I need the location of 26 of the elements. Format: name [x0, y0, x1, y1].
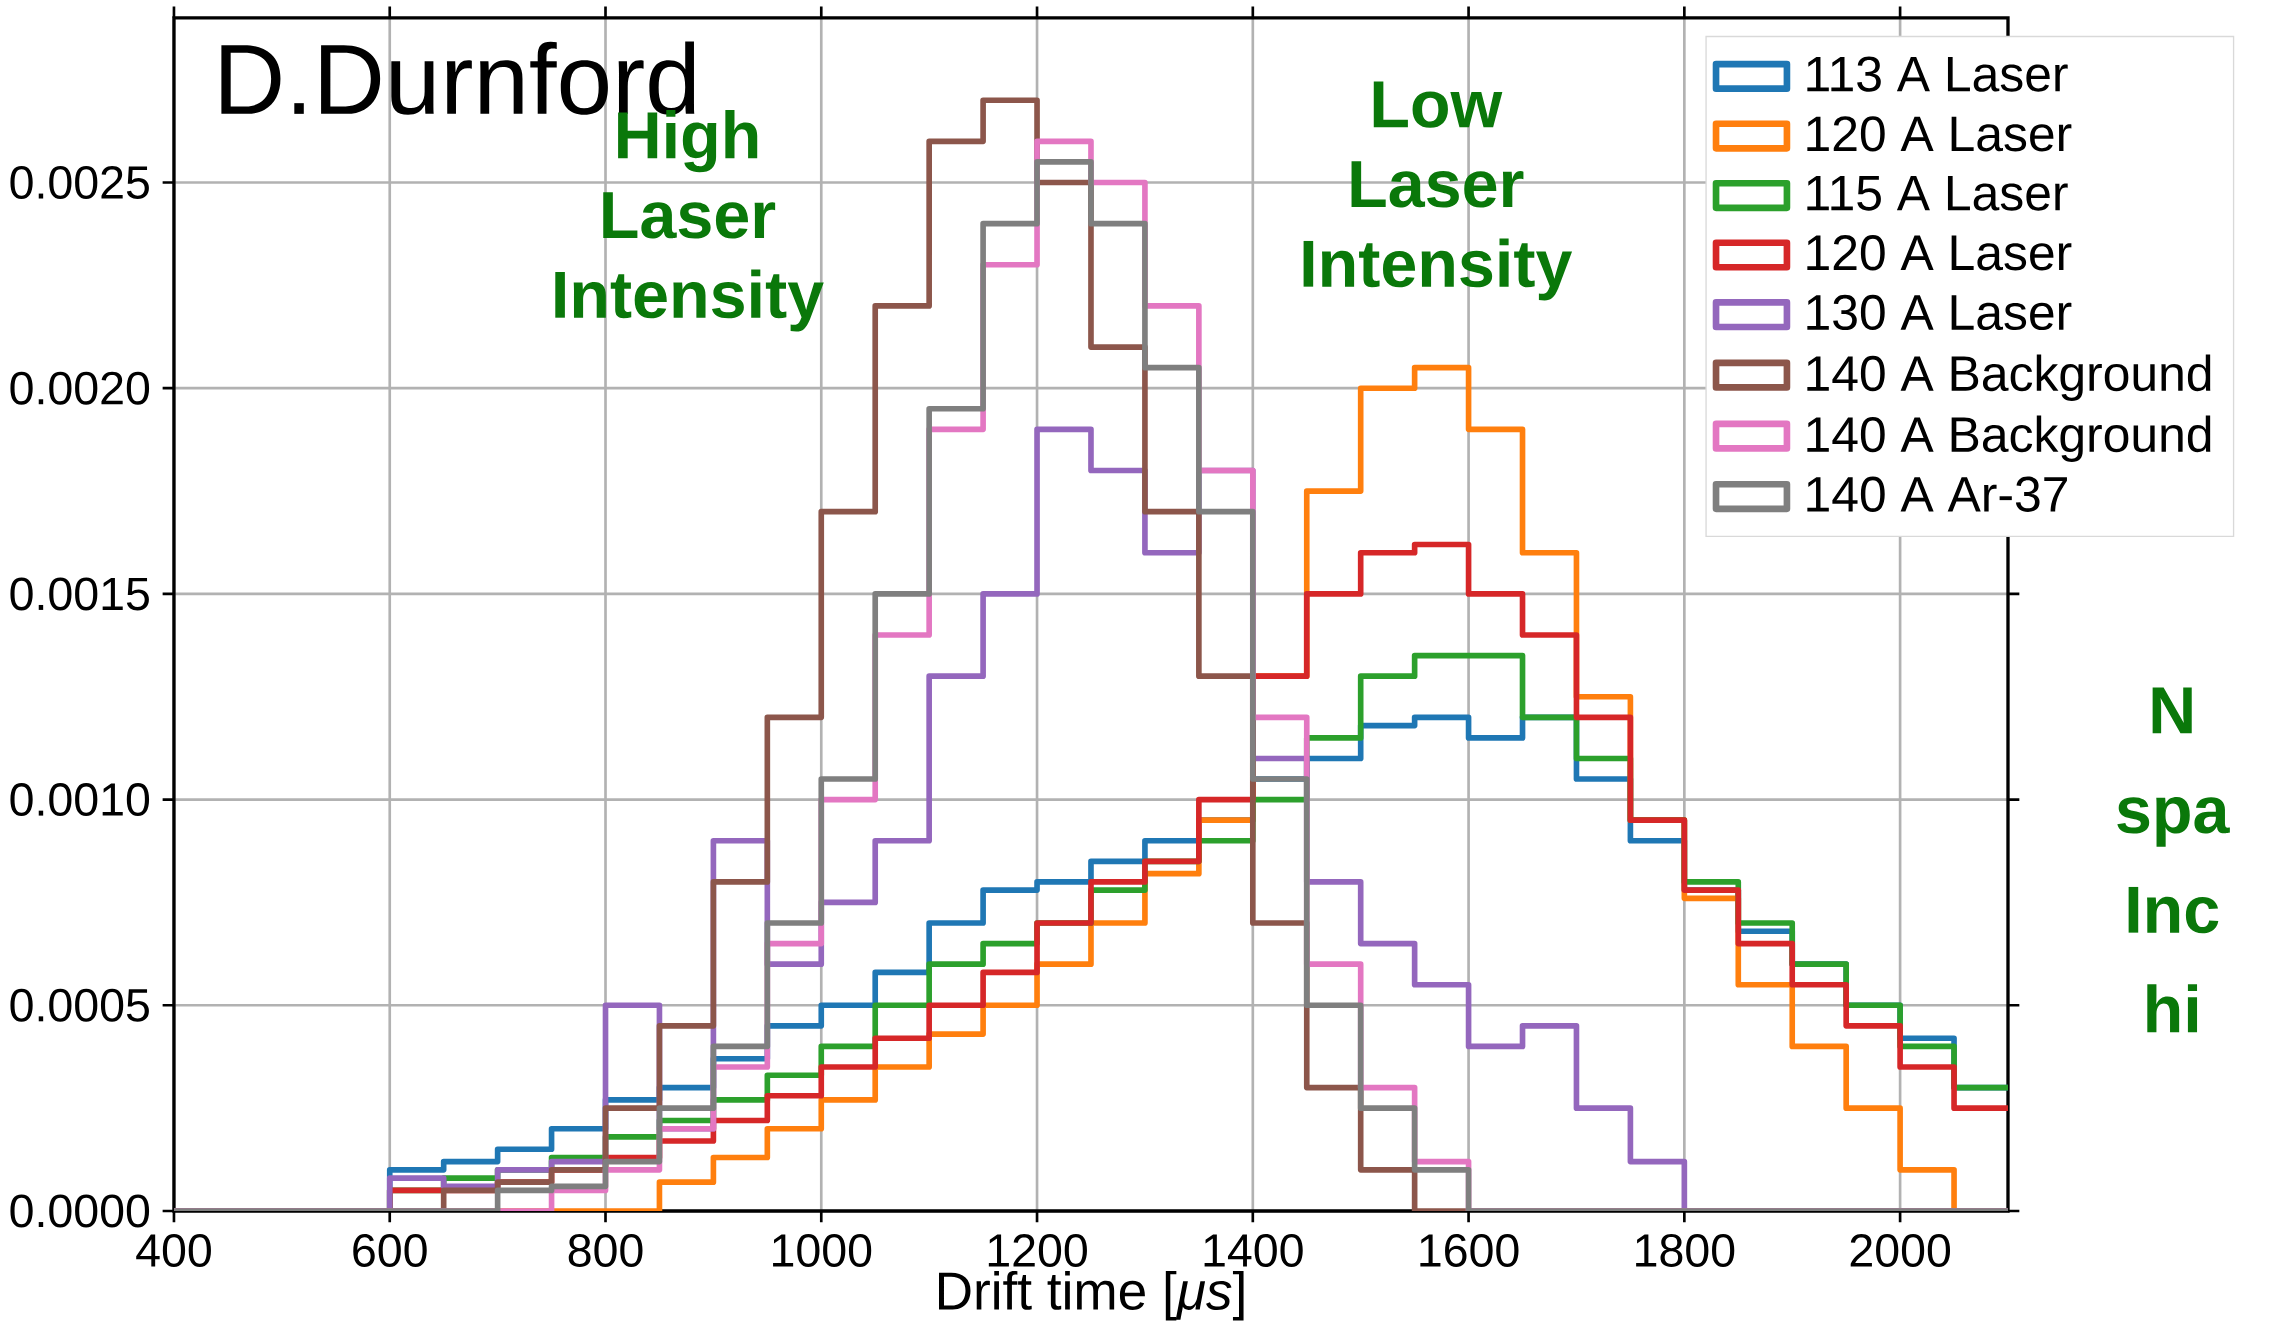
x-tick-label: 2000	[1850, 1234, 1951, 1268]
x-tick-label: 800	[568, 1234, 643, 1268]
x-tick-label: 1200	[988, 1234, 1087, 1268]
x-tick-label: 1600	[1420, 1234, 1519, 1268]
y-tick-label: 0.0010	[10, 783, 150, 817]
legend-label: 130 A Laser	[1807, 294, 2072, 331]
annotation: Low Laser Intensity	[1303, 81, 1573, 301]
legend-label: 140 A Ar-37	[1807, 476, 2067, 512]
legend-label: 120 A Laser	[1807, 116, 2072, 152]
x-tick-label: 400	[136, 1234, 211, 1268]
x-tick-label: 600	[353, 1234, 427, 1268]
y-tick-label: 0.0025	[10, 166, 149, 200]
legend-label: 140 A Background	[1807, 415, 2211, 463]
text: N spa Inc hi	[2117, 687, 2230, 1033]
x-axis-title: Drift time [μs]	[939, 1270, 1244, 1321]
y-tick-label: 0.0015	[10, 577, 149, 611]
legend-label: 113 A Laser	[1807, 56, 2068, 92]
legend-label: 115 A Laser	[1807, 175, 2068, 211]
x-tick-label: 1400	[1204, 1234, 1303, 1268]
legend-label: 120 A Laser	[1807, 235, 2072, 271]
y-tick-label: 0.0005	[10, 988, 149, 1022]
x-tick-label: 1000	[773, 1234, 872, 1268]
x-tick-label: 1800	[1636, 1234, 1735, 1268]
legend-label: 140 A Background	[1807, 354, 2211, 401]
y-tick-label: 0.0020	[10, 371, 150, 405]
y-tick-label: 0.0000	[10, 1194, 150, 1228]
